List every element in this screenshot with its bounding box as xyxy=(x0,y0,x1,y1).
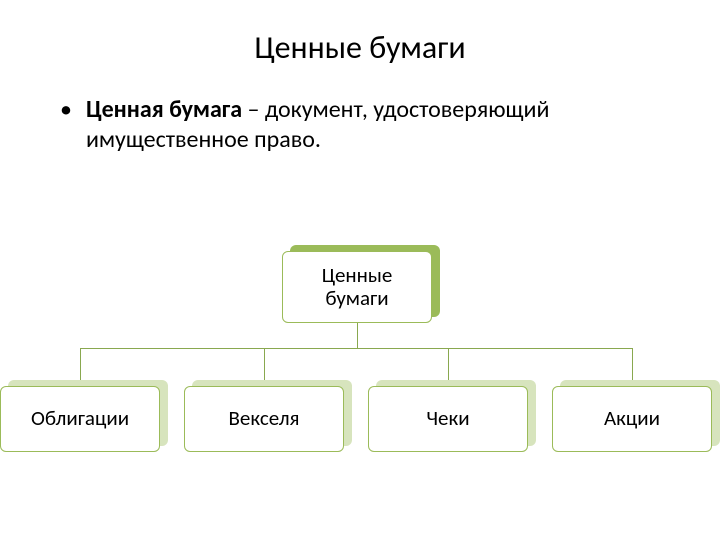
hierarchy-child-node: Чеки xyxy=(376,380,536,446)
definition-bullet: • Ценная бумага – документ, удостоверяющ… xyxy=(60,95,660,155)
node-front-layer: Ценные бумаги xyxy=(282,251,432,323)
bullet-dot: • xyxy=(60,95,72,125)
hierarchy-child-node: Облигации xyxy=(8,380,168,446)
hierarchy-child-node: Акции xyxy=(560,380,720,446)
hierarchy-child-node: Векселя xyxy=(192,380,352,446)
node-front-layer: Облигации xyxy=(0,386,160,452)
connector-trunk xyxy=(357,323,358,348)
node-front-layer: Акции xyxy=(552,386,712,452)
node-front-layer: Чеки xyxy=(368,386,528,452)
hierarchy-root-node: Ценные бумаги xyxy=(290,245,440,317)
node-front-layer: Векселя xyxy=(184,386,344,452)
definition-text: Ценная бумага – документ, удостоверяющий… xyxy=(86,95,660,155)
connector-horizontal xyxy=(80,348,632,349)
definition-term: Ценная бумага xyxy=(86,95,242,124)
page-title: Ценные бумаги xyxy=(40,28,680,67)
